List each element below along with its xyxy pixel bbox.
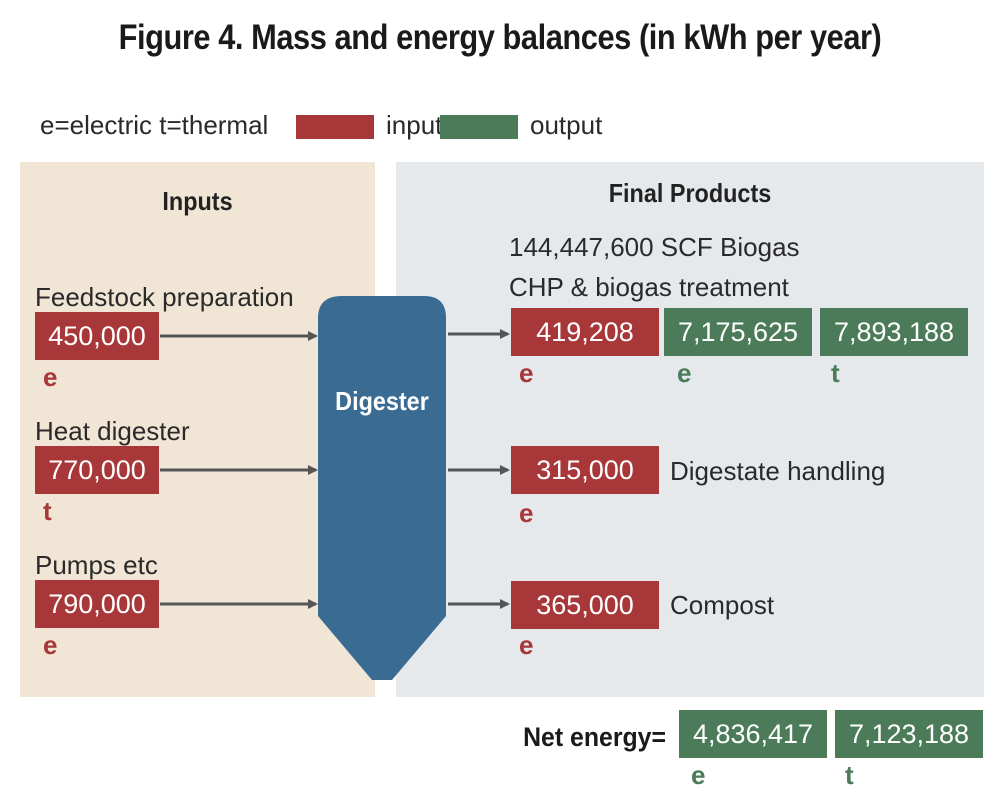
chp-output-thermal-value: 7,893,188 [820, 308, 968, 356]
feedstock-label: Feedstock preparation [35, 282, 294, 312]
net-energy-thermal-type: t [845, 760, 854, 790]
feedstock-value: 450,000 [35, 312, 159, 360]
heat-digester-label: Heat digester [35, 416, 190, 446]
digestate-value: 315,000 [511, 446, 659, 494]
net-energy-thermal-value: 7,123,188 [835, 710, 983, 758]
digester-label: Digester [335, 386, 429, 416]
pumps-label: Pumps etc [35, 550, 158, 580]
inputs-heading: Inputs [162, 186, 233, 216]
compost-type: e [519, 630, 534, 660]
legend-input-label: input [386, 110, 443, 140]
chp-input-type: e [519, 358, 534, 388]
digestate-label: Digestate handling [670, 456, 886, 486]
pumps-value: 790,000 [35, 580, 159, 628]
heat-digester-type: t [43, 496, 52, 526]
legend-key-text: e=electric t=thermal [40, 110, 269, 140]
feedstock-type: e [43, 362, 58, 392]
net-energy-label: Net energy= [523, 722, 666, 752]
legend-output-label: output [530, 110, 603, 140]
final-products-panel [396, 162, 984, 697]
net-energy-electric-value: 4,836,417 [679, 710, 827, 758]
heat-digester-value: 770,000 [35, 446, 159, 494]
chp-output-electric-value: 7,175,625 [664, 308, 812, 356]
legend-output-swatch [440, 115, 518, 139]
chp-output-electric-type: e [677, 358, 692, 388]
chp-label: CHP & biogas treatment [509, 272, 789, 302]
legend-input-swatch [296, 115, 374, 139]
chp-input-value: 419,208 [511, 308, 659, 356]
figure-title: Figure 4. Mass and energy balances (in k… [118, 18, 882, 57]
net-energy-electric-type: e [691, 760, 706, 790]
compost-value: 365,000 [511, 581, 659, 629]
biogas-label: 144,447,600 SCF Biogas [509, 232, 800, 262]
digester-vessel [318, 296, 446, 680]
compost-label: Compost [670, 590, 775, 620]
pumps-type: e [43, 630, 58, 660]
chp-output-thermal-type: t [831, 358, 840, 388]
final-products-heading: Final Products [608, 178, 772, 208]
digestate-type: e [519, 498, 534, 528]
